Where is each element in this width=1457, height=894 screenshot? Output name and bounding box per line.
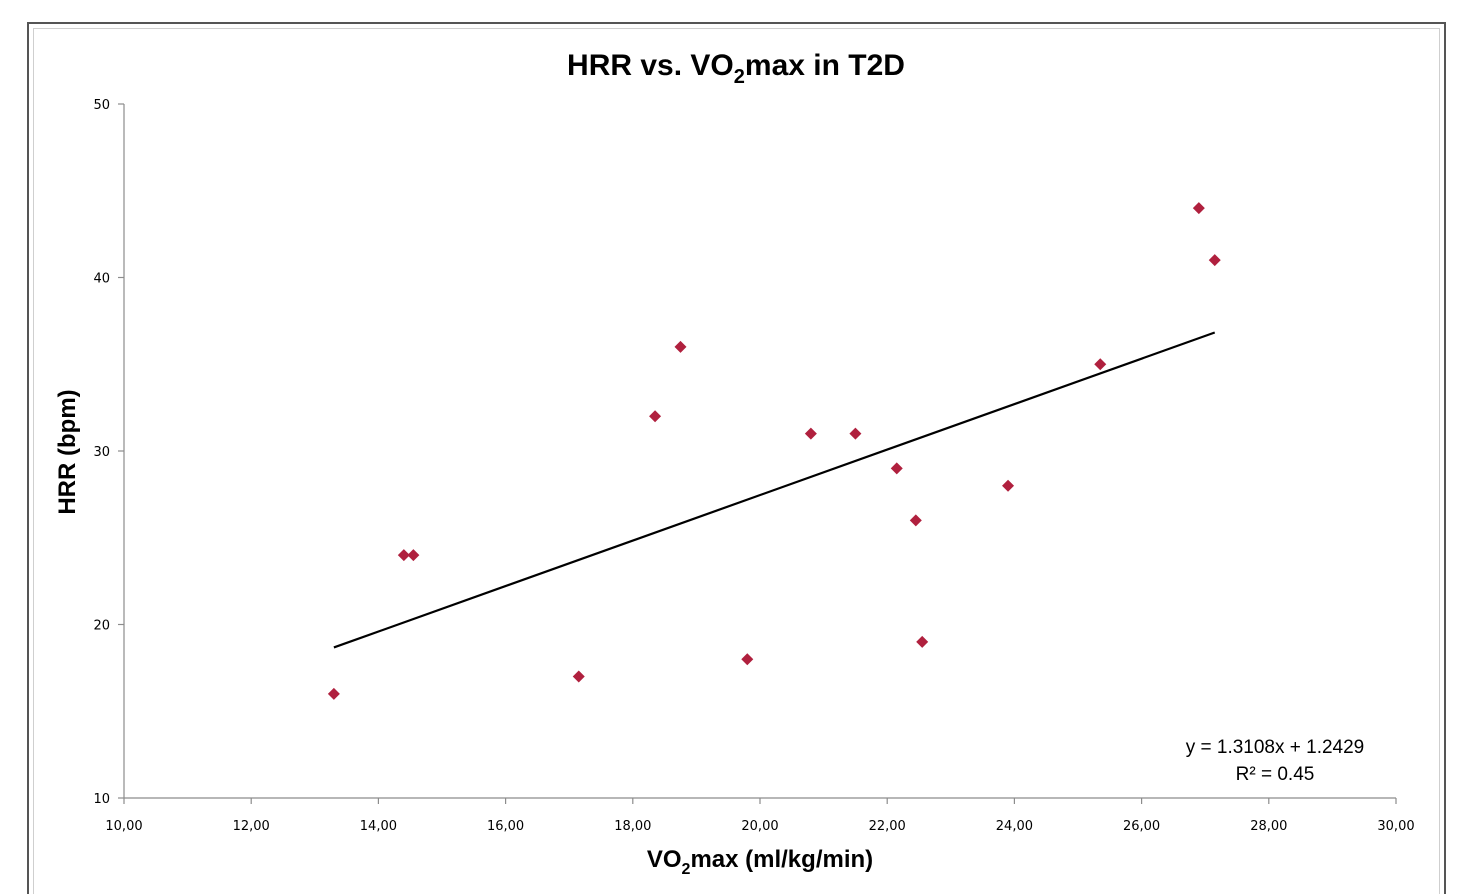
y-tick-label: 40 bbox=[93, 272, 110, 287]
y-tick-label: 10 bbox=[93, 792, 110, 807]
data-point bbox=[397, 549, 410, 562]
data-point bbox=[407, 549, 420, 562]
x-axis-title: VO2max (ml/kg/min) bbox=[647, 846, 873, 878]
data-point bbox=[741, 653, 754, 666]
x-tick-label: 24,00 bbox=[996, 819, 1033, 834]
y-tick-label: 30 bbox=[93, 445, 110, 460]
y-tick-label: 20 bbox=[93, 619, 110, 634]
y-axis: 10 20 30 40 50 bbox=[93, 98, 125, 807]
data-point bbox=[890, 462, 903, 475]
data-point bbox=[1094, 358, 1107, 371]
data-point bbox=[674, 340, 687, 353]
x-tick-label: 20,00 bbox=[741, 819, 778, 834]
trendline bbox=[333, 331, 1216, 649]
x-tick-label: 22,00 bbox=[869, 819, 906, 834]
x-tick-label: 16,00 bbox=[487, 819, 524, 834]
data-point bbox=[649, 410, 662, 423]
data-point bbox=[916, 635, 929, 648]
chart-title: HRR vs. VO2max in T2D bbox=[567, 49, 905, 88]
x-axis: 10,00 12,00 14,00 16,00 18,00 20,00 22,00 24,00… bbox=[105, 797, 1415, 834]
x-tick-label: 10,00 bbox=[105, 819, 142, 834]
data-point bbox=[1002, 479, 1015, 492]
y-tick-label: 50 bbox=[93, 98, 110, 113]
trendline-layer bbox=[333, 331, 1216, 649]
data-point bbox=[1192, 202, 1205, 215]
x-tick-label: 30,00 bbox=[1377, 819, 1414, 834]
y-axis-title: HRR (bpm) bbox=[54, 389, 81, 514]
x-tick-label: 18,00 bbox=[614, 819, 651, 834]
data-point bbox=[909, 514, 922, 527]
trendline-r-squared: R² = 0.45 bbox=[1236, 764, 1315, 785]
data-point bbox=[327, 687, 340, 700]
x-tick-label: 12,00 bbox=[233, 819, 270, 834]
data-point bbox=[1208, 254, 1221, 267]
x-tick-label: 26,00 bbox=[1123, 819, 1160, 834]
x-tick-label: 28,00 bbox=[1250, 819, 1287, 834]
chart-area-border bbox=[33, 28, 1440, 894]
data-points bbox=[327, 202, 1221, 700]
x-tick-label: 14,00 bbox=[360, 819, 397, 834]
data-point bbox=[572, 670, 585, 683]
chart-frame bbox=[27, 22, 1446, 894]
data-point bbox=[804, 427, 817, 440]
trendline-equation: y = 1.3108x + 1.2429 bbox=[1186, 737, 1365, 758]
data-point bbox=[849, 427, 862, 440]
